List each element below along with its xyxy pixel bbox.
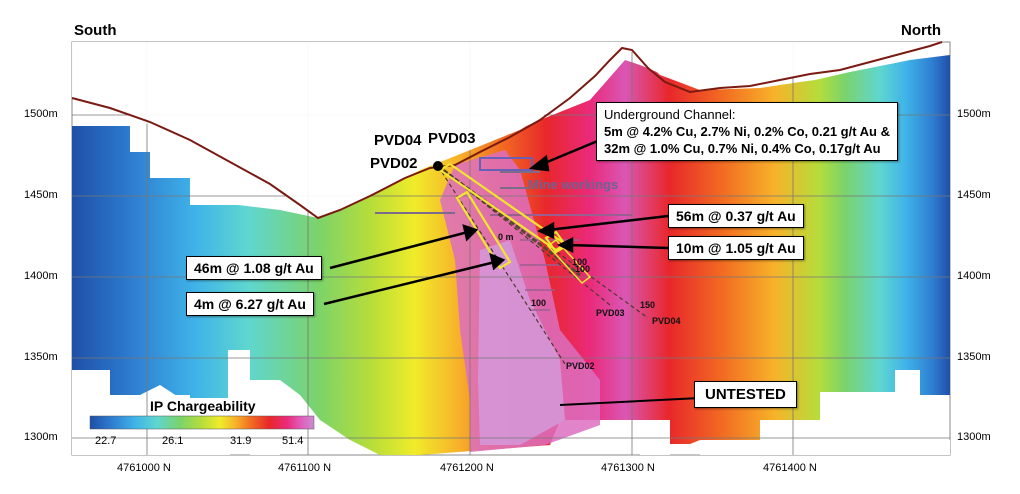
y-tick-right-1350: 1350m (957, 351, 991, 363)
mine-workings (375, 157, 632, 311)
y-tick-left-1350: 1350m (24, 351, 58, 363)
sky-area (72, 42, 942, 218)
drill-trace-pvd02 (437, 165, 566, 365)
intercept-56m-callout: 56m @ 0.37 g/t Au (668, 204, 804, 228)
trace-label-pvd04: PVD04 (652, 316, 681, 326)
callout-arrows (323, 138, 701, 406)
trace-label-pvd03: PVD03 (596, 308, 625, 318)
y-tick-left-1500: 1500m (24, 108, 58, 120)
legend-tick-2: 26.1 (162, 435, 183, 447)
legend-colorbar (89, 415, 315, 430)
y-tick-left-1400: 1400m (24, 270, 58, 282)
y-tick-right-1500: 1500m (957, 108, 991, 120)
intercept-4m-callout: 4m @ 6.27 g/t Au (186, 292, 314, 316)
header-north: North (901, 22, 941, 39)
y-tick-right-1450: 1450m (957, 189, 991, 201)
x-tick-4761300: 4761300 N (601, 462, 655, 474)
legend-tick-4: 51.4 (282, 435, 303, 447)
header-south: South (74, 22, 117, 39)
untested-callout: UNTESTED (694, 381, 797, 408)
depth-mark-2: 100 (575, 264, 590, 274)
y-tick-right-1300: 1300m (957, 431, 991, 443)
legend-tick-3: 31.9 (230, 435, 251, 447)
underground-channel-callout: Underground Channel: 5m @ 4.2% Cu, 2.7% … (596, 102, 898, 161)
drill-label-pvd03: PVD03 (428, 130, 476, 147)
legend-title: IP Chargeability (150, 398, 256, 414)
x-tick-4761200: 4761200 N (440, 462, 494, 474)
trace-label-pvd02: PVD02 (566, 361, 595, 371)
channel-title: Underground Channel: (604, 107, 736, 122)
drill-label-pvd02: PVD02 (370, 155, 418, 172)
drill-label-pvd04: PVD04 (374, 132, 422, 149)
collar-point (433, 161, 443, 171)
x-tick-4761400: 4761400 N (763, 462, 817, 474)
mine-workings-label: Mine workings (528, 177, 618, 192)
intercept-10m-callout: 10m @ 1.05 g/t Au (668, 236, 804, 260)
y-tick-left-1300: 1300m (24, 431, 58, 443)
x-tick-4761100: 4761100 N (278, 462, 332, 474)
x-tick-4761000: 4761000 N (117, 462, 171, 474)
topography-line (71, 41, 943, 220)
depth-mark-5: 0 m (498, 232, 514, 242)
intercept-46m-callout: 46m @ 1.08 g/t Au (186, 256, 322, 280)
depth-mark-4: 100 (531, 298, 546, 308)
channel-line-2: 32m @ 1.0% Cu, 0.7% Ni, 0.4% Co, 0.17g/t… (604, 141, 881, 156)
y-tick-right-1400: 1400m (957, 270, 991, 282)
legend: IP Chargeability 22.7 26.1 31.9 51.4 (89, 398, 315, 447)
depth-mark-1: 100 (572, 257, 587, 267)
y-tick-left-1450: 1450m (24, 189, 58, 201)
channel-line-1: 5m @ 4.2% Cu, 2.7% Ni, 0.2% Co, 0.21 g/t… (604, 124, 890, 139)
depth-mark-3: 150 (640, 300, 655, 310)
legend-tick-1: 22.7 (95, 435, 116, 447)
